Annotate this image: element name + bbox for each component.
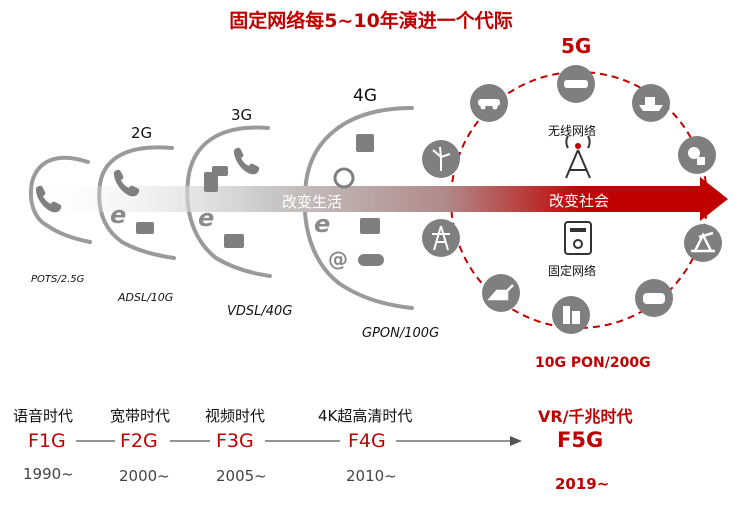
era-year-f4g: 2010~ <box>346 467 397 485</box>
tech-label-gpon: GPON/100G <box>362 326 440 341</box>
speed-gauge-icon <box>333 167 355 189</box>
gamepad-icon <box>358 254 384 266</box>
power-tower-icon <box>422 219 460 257</box>
phone-icon <box>113 169 140 197</box>
video-icon <box>360 218 380 234</box>
tech-label-vdsl: VDSL/40G <box>227 304 293 319</box>
era-name-f3g: 视频时代 <box>205 407 266 425</box>
era-year-f5g: 2019~ <box>555 475 610 493</box>
3g-curve <box>185 125 272 278</box>
vr-glasses-icon <box>557 65 595 103</box>
era-year-f1g: 1990~ <box>23 465 74 483</box>
era-name-f5g: VR/千兆时代 <box>538 407 633 426</box>
phone-icon <box>35 185 62 213</box>
mobile-icon <box>204 172 218 192</box>
car-icon <box>470 84 508 122</box>
gen-label-4g: 4G <box>353 86 377 106</box>
wireless-network-label: 无线网络 <box>548 124 597 138</box>
vr-headset-icon <box>635 279 673 317</box>
gen-label-5g: 5G <box>561 34 592 58</box>
tech-label-10g-pon: 10G PON/200G <box>535 355 651 371</box>
arrow-text-society: 改变社会 <box>549 192 610 210</box>
fixed-network-label: 固定网络 <box>548 264 597 278</box>
evolution-arrow <box>22 177 728 221</box>
era-year-f2g: 2000~ <box>119 467 170 485</box>
sms-icon <box>136 222 154 234</box>
excavator-icon <box>482 274 520 312</box>
era-code-f5g: F5G <box>557 428 604 452</box>
ship-icon <box>632 84 670 122</box>
era-code-f2g: F2G <box>120 430 158 452</box>
robot-icon <box>678 136 716 174</box>
video-icon <box>224 234 244 248</box>
arrow-text-life: 改变生活 <box>282 193 343 211</box>
sms-icon <box>212 166 228 176</box>
browser-icon: e <box>314 210 330 238</box>
diagram-title: 固定网络每5~10年演进一个代际 <box>229 10 513 32</box>
era-year-f3g: 2005~ <box>216 467 267 485</box>
era-name-f2g: 宽带时代 <box>110 407 171 425</box>
gen-label-2g: 2G <box>131 124 153 142</box>
era-name-f1g: 语音时代 <box>13 407 74 425</box>
era-code-f1g: F1G <box>28 430 66 452</box>
era-code-f4g: F4G <box>348 430 386 452</box>
era-name-f4g: 4K超高清时代 <box>318 407 413 425</box>
wind-farm-icon <box>422 140 460 178</box>
phone-icon <box>233 147 260 175</box>
browser-icon: e <box>110 201 126 229</box>
gen-label-3g: 3G <box>231 106 253 124</box>
tech-label-pots: POTS/2.5G <box>31 274 85 285</box>
olt-device-icon <box>564 221 592 255</box>
tech-label-adsl: ADSL/10G <box>118 291 174 304</box>
cell-tower-icon <box>565 135 591 179</box>
era-code-f3g: F3G <box>216 430 254 452</box>
at-sign-icon: @ <box>328 247 348 271</box>
oil-pump-icon <box>684 224 722 262</box>
facebook-icon <box>356 134 374 152</box>
browser-icon: e <box>198 204 214 232</box>
4g-curve <box>302 106 414 310</box>
building-icon <box>552 296 590 334</box>
2g-curve <box>97 145 176 260</box>
ring-icons <box>422 65 722 334</box>
era-arrow-head <box>510 436 522 446</box>
